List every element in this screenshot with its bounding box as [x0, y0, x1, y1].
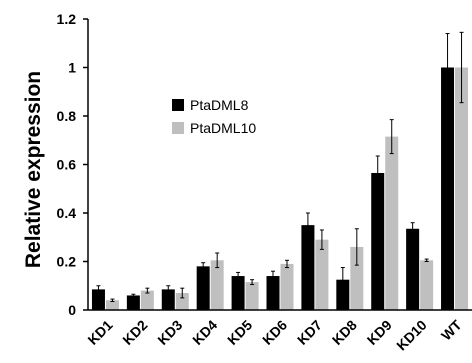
x-tick-label: KD4 [189, 317, 220, 348]
y-tick-label: 0.2 [57, 254, 77, 270]
bar-ptadml10-kd10 [420, 260, 434, 310]
x-tick-label: WT [438, 316, 465, 343]
x-tick-label: KD2 [119, 317, 150, 348]
legend-swatch-ptadml10 [172, 122, 184, 134]
legend-swatch-ptadml8 [172, 99, 184, 111]
bar-ptadml10-kd2 [140, 290, 154, 310]
y-axis-label: Relative expression [22, 71, 45, 268]
error-bars [96, 31, 464, 303]
bar-ptadml8-kd9 [371, 172, 385, 310]
bar-ptadml8-kd3 [161, 289, 175, 310]
bar-ptadml10-wt [455, 67, 469, 310]
y-tick-label: 0.4 [57, 205, 77, 221]
bar-ptadml8-kd8 [336, 279, 350, 310]
bar-ptadml8-wt [441, 67, 455, 310]
bar-ptadml10-kd3 [175, 293, 189, 310]
bar-ptadml10-kd5 [245, 282, 259, 310]
bar-ptadml8-kd5 [231, 276, 245, 310]
bar-ptadml10-kd7 [315, 239, 329, 310]
x-tick-label: KD7 [294, 317, 325, 348]
bar-ptadml10-kd6 [280, 263, 294, 310]
x-tick-label: KD8 [329, 317, 360, 348]
legend-label-ptadml10: PtaDML10 [190, 120, 256, 136]
x-tick-label: KD1 [84, 317, 115, 348]
x-tick-label: KD6 [259, 317, 290, 348]
bars [91, 67, 469, 310]
bar-ptadml10-kd8 [350, 246, 364, 310]
legend-label-ptadml8: PtaDML8 [190, 97, 249, 113]
bar-ptadml8-kd4 [196, 266, 210, 310]
bar-ptadml8-kd10 [406, 228, 420, 310]
y-tick-label: 0 [68, 302, 76, 318]
bar-ptadml8-kd7 [301, 225, 315, 310]
x-tick-label: KD3 [154, 317, 185, 348]
y-tick-label: 1 [68, 60, 76, 76]
x-tick-label: KD5 [224, 317, 255, 348]
bar-ptadml8-kd2 [126, 295, 140, 310]
y-axis: 0 0.2 0.4 0.6 0.8 1 1.2 [57, 11, 89, 318]
bar-ptadml8-kd1 [91, 289, 105, 310]
y-tick-label: 0.8 [57, 108, 77, 124]
bar-ptadml8-kd6 [266, 276, 280, 310]
x-tick-label: KD9 [364, 317, 395, 348]
y-tick-label: 1.2 [57, 11, 77, 27]
bar-ptadml10-kd9 [385, 136, 399, 310]
y-tick-label: 0.6 [57, 157, 77, 173]
x-tick-label: KD10 [393, 317, 430, 354]
legend: PtaDML8 PtaDML10 [172, 97, 256, 136]
bar-ptadml10-kd4 [210, 260, 224, 310]
bar-ptadml10-kd1 [105, 300, 119, 310]
